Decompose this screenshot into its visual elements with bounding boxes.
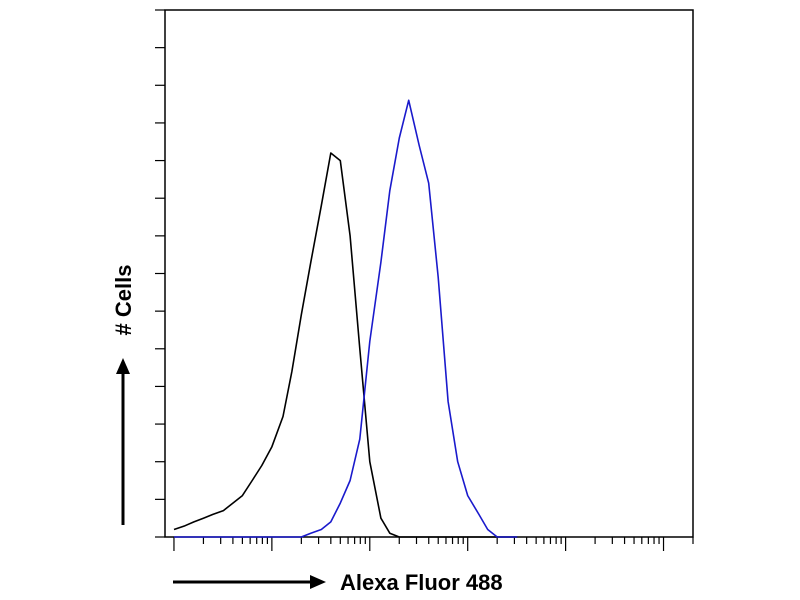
- y-arrowhead: [116, 358, 130, 374]
- x-axis-label: Alexa Fluor 488: [340, 570, 503, 595]
- plot-frame: [164, 9, 694, 538]
- histogram-line: [174, 99, 518, 538]
- y-axis-label: # Cells: [111, 265, 136, 336]
- histogram-line: [173, 152, 518, 538]
- x-arrowhead: [310, 575, 326, 589]
